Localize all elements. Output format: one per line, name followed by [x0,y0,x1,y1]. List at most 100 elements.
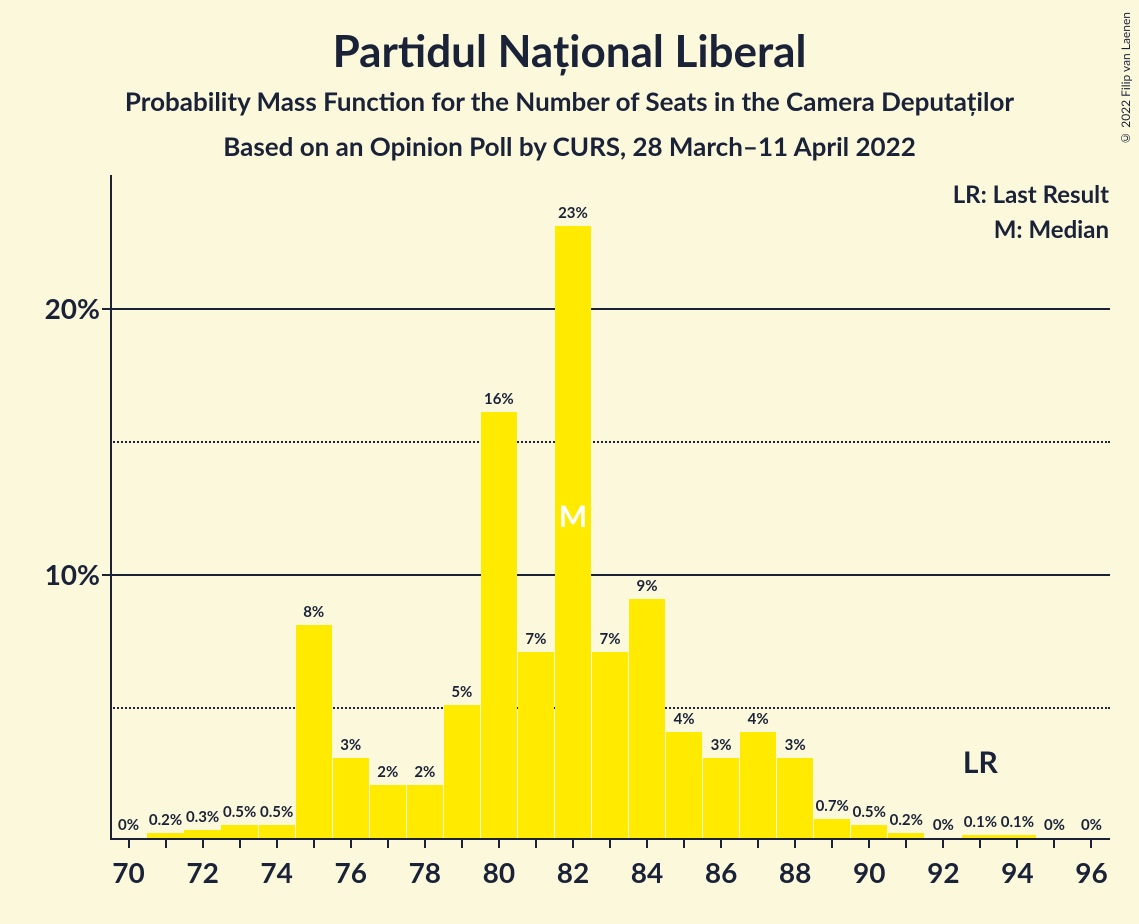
x-tick [794,840,796,848]
x-tick [683,840,685,848]
x-tick-label: 76 [334,855,366,889]
bar-value-label: 0.3% [186,808,219,826]
x-tick [868,840,870,848]
chart-container: Partidul Național Liberal Probability Ma… [0,0,1139,924]
x-tick [202,840,204,848]
bar-value-label: 0.1% [1001,813,1034,831]
x-tick-label: 84 [631,855,663,889]
x-tick [609,840,611,848]
y-tick-label: 10% [45,557,100,591]
bar-value-label: 3% [340,736,361,754]
x-tick [350,840,352,848]
y-tick [102,308,110,310]
bar [851,825,887,838]
bar-value-label: 0.2% [890,811,923,829]
bar-value-label: 7% [525,630,546,648]
bar [814,819,850,838]
x-tick-label: 94 [1001,855,1033,889]
bar [444,705,480,838]
grid-major [110,574,1110,576]
bar-value-label: 7% [600,630,621,648]
y-tick [102,574,110,576]
y-axis [110,175,112,840]
bar [592,652,628,838]
x-tick [239,840,241,848]
bar-value-label: 3% [711,736,732,754]
grid-minor [110,441,1110,443]
bar [259,825,295,838]
bar [147,833,183,838]
bar [666,732,702,838]
bar-value-label: 0.7% [816,797,849,815]
copyright-text: © 2022 Filip van Laenen [1118,12,1133,146]
bar-value-label: 0.5% [853,803,886,821]
last-result-marker: LR [963,744,998,780]
bar-value-label: 0.2% [149,811,182,829]
bar-value-label: 0.1% [964,813,997,831]
bar [333,758,369,838]
x-tick [646,840,648,848]
grid-major [110,308,1110,310]
bar [962,835,998,838]
x-tick [498,840,500,848]
x-tick-label: 86 [705,855,737,889]
bar [481,412,517,838]
x-tick-label: 74 [260,855,292,889]
x-tick [313,840,315,848]
bar-value-label: 4% [674,710,695,728]
median-marker: M [559,498,587,534]
bar-value-label: 0.5% [260,803,293,821]
x-tick [905,840,907,848]
bar-value-label: 23% [558,204,588,222]
x-tick-label: 70 [112,855,144,889]
bar-value-label: 9% [637,577,658,595]
x-tick-label: 92 [927,855,959,889]
x-tick [942,840,944,848]
bar-value-label: 0% [118,816,139,834]
chart-title: Partidul Național Liberal [0,25,1139,77]
x-tick [1016,840,1018,848]
x-tick [535,840,537,848]
bar [777,758,813,838]
bar-value-label: 16% [484,390,514,408]
x-tick [128,840,130,848]
x-tick-label: 72 [186,855,218,889]
bar-value-label: 0.5% [223,803,256,821]
bar [740,732,776,838]
bar-value-label: 8% [303,603,324,621]
bar-value-label: 4% [748,710,769,728]
x-tick [276,840,278,848]
x-tick-label: 80 [483,855,515,889]
x-tick-label: 96 [1075,855,1107,889]
bar-value-label: 3% [785,736,806,754]
bar [999,835,1035,838]
x-tick-label: 90 [853,855,885,889]
x-tick-label: 88 [779,855,811,889]
chart-subtitle-2: Based on an Opinion Poll by CURS, 28 Mar… [0,130,1139,162]
x-tick [1053,840,1055,848]
bar-value-label: 2% [414,763,435,781]
x-tick [757,840,759,848]
x-tick [831,840,833,848]
chart-subtitle-1: Probability Mass Function for the Number… [0,85,1139,117]
x-tick [165,840,167,848]
x-tick [424,840,426,848]
bar [629,599,665,838]
x-tick [979,840,981,848]
x-tick [387,840,389,848]
bar [296,625,332,838]
bar [518,652,554,838]
bar-value-label: 0% [1081,816,1102,834]
x-tick [461,840,463,848]
x-tick [1090,840,1092,848]
x-tick [572,840,574,848]
bar [407,785,443,838]
bar [370,785,406,838]
x-tick [720,840,722,848]
x-tick-label: 78 [409,855,441,889]
bar-value-label: 5% [451,683,472,701]
y-tick-label: 20% [45,291,100,325]
x-tick-label: 82 [557,855,589,889]
bar-value-label: 2% [377,763,398,781]
bar [184,830,220,838]
